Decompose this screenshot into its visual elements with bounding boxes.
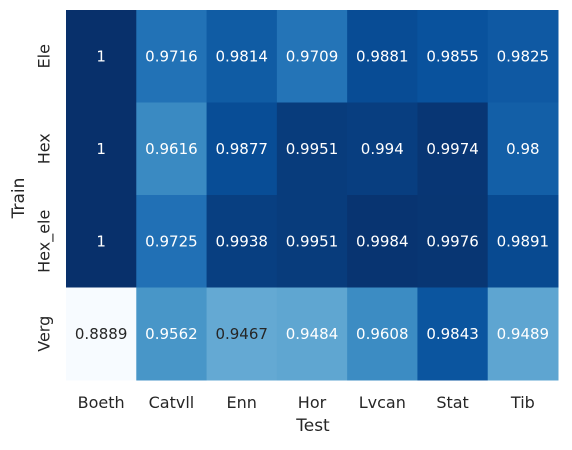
heatmap-cell-value: 0.9467	[215, 325, 268, 343]
x-tick-label: Boeth	[78, 393, 125, 412]
heatmap-cell-value: 0.9938	[215, 232, 268, 250]
heatmap-cell-Hex_ele-Tib	[487, 195, 559, 288]
heatmap-cell-Verg-Hor	[276, 287, 348, 381]
heatmap-cell-value: 0.9974	[426, 140, 479, 158]
heatmap-cell-Ele-Lvcan	[347, 10, 418, 103]
heatmap-cell-value: 0.9825	[497, 47, 550, 65]
heatmap-cell-Hex_ele-Catvll	[136, 195, 208, 288]
x-tick-label: Tib	[510, 393, 535, 412]
heatmap-cell-value: 1	[96, 47, 106, 65]
heatmap-cell-value: 0.9976	[426, 232, 479, 250]
heatmap-cell-Verg-Catvll	[136, 287, 208, 381]
x-tick-labels: Boeth Catvll Enn Hor Lvcan Stat Tib	[78, 393, 535, 412]
heatmap-cell-Ele-Stat	[417, 10, 489, 103]
y-tick-label: Ele	[35, 44, 54, 68]
heatmap-cell-Hex_ele-Enn	[206, 195, 278, 288]
heatmap-cell-value: 0.9891	[497, 232, 550, 250]
heatmap-cell-value: 0.9616	[145, 140, 198, 158]
heatmap-cell-Hex-Hor	[276, 102, 348, 196]
heatmap-cell-value: 0.9608	[356, 325, 409, 343]
heatmap-cells	[66, 10, 559, 381]
heatmap-cell-Verg-Lvcan	[347, 287, 418, 381]
x-tick-label: Lvcan	[359, 393, 406, 412]
heatmap-cell-Ele-Hor	[276, 10, 348, 103]
heatmap-cell-Ele-Boeth	[66, 10, 137, 103]
heatmap-cell-value: 0.98	[506, 140, 539, 158]
x-axis-title: Test	[295, 416, 330, 436]
heatmap-cell-value: 0.9951	[286, 232, 339, 250]
y-tick-labels: Ele Hex Hex_ele Verg	[35, 44, 55, 352]
heatmap-cell-value: 1	[96, 140, 106, 158]
heatmap-cell-Ele-Enn	[206, 10, 278, 103]
heatmap-cell-value: 0.8889	[75, 325, 128, 343]
y-tick-label: Verg	[35, 316, 54, 352]
x-tick-label: Hor	[298, 393, 327, 412]
heatmap-cell-value: 0.9725	[145, 232, 198, 250]
heatmap-cell-Hex_ele-Lvcan	[347, 195, 418, 288]
heatmap-cell-Verg-Stat	[417, 287, 489, 381]
heatmap-cell-Hex-Stat	[417, 102, 489, 196]
x-tick-label: Stat	[436, 393, 469, 412]
heatmap-cell-value: 0.9489	[497, 325, 550, 343]
heatmap-cell-value: 0.9877	[215, 140, 268, 158]
heatmap-cell-value: 0.994	[361, 140, 404, 158]
heatmap-cell-value: 0.9562	[145, 325, 198, 343]
heatmap-cell-Verg-Enn	[206, 287, 278, 381]
x-tick-label: Catvll	[149, 393, 195, 412]
heatmap-cell-Hex_ele-Stat	[417, 195, 489, 288]
heatmap-cell-Hex_ele-Hor	[276, 195, 348, 288]
heatmap-cell-Verg-Boeth	[66, 287, 137, 381]
heatmap-cell-value: 0.9484	[286, 325, 339, 343]
heatmap-cell-value: 0.9951	[286, 140, 339, 158]
y-axis-title: Train	[9, 178, 29, 220]
heatmap-cell-Hex-Enn	[206, 102, 278, 196]
heatmap-cell-value: 0.9814	[215, 47, 268, 65]
heatmap-cell-Hex-Boeth	[66, 102, 137, 196]
heatmap-cell-value: 0.9984	[356, 232, 409, 250]
heatmap-cell-value: 1	[96, 232, 106, 250]
heatmap-cell-Hex-Lvcan	[347, 102, 418, 196]
x-tick-label: Enn	[227, 393, 257, 412]
heatmap-cell-Hex_ele-Boeth	[66, 195, 137, 288]
y-tick-label: Hex	[35, 133, 54, 164]
heatmap-cell-value: 0.9709	[286, 47, 339, 65]
heatmap-cell-Hex-Catvll	[136, 102, 208, 196]
heatmap-cell-value: 0.9855	[426, 47, 479, 65]
heatmap-cell-Verg-Tib	[487, 287, 559, 381]
heatmap-cell-value: 0.9881	[356, 47, 409, 65]
heatmap-cell-Ele-Tib	[487, 10, 559, 103]
heatmap-cell-Ele-Catvll	[136, 10, 208, 103]
y-tick-label: Hex_ele	[35, 210, 55, 273]
heatmap-cell-value: 0.9716	[145, 47, 198, 65]
heatmap-cell-value: 0.9843	[426, 325, 479, 343]
heatmap-cell-Hex-Tib	[487, 102, 559, 196]
heatmap-cell-labels: 1 0.9716 0.9814 0.9709 0.9881 0.9855 0.9825 1 0.…	[75, 47, 549, 343]
